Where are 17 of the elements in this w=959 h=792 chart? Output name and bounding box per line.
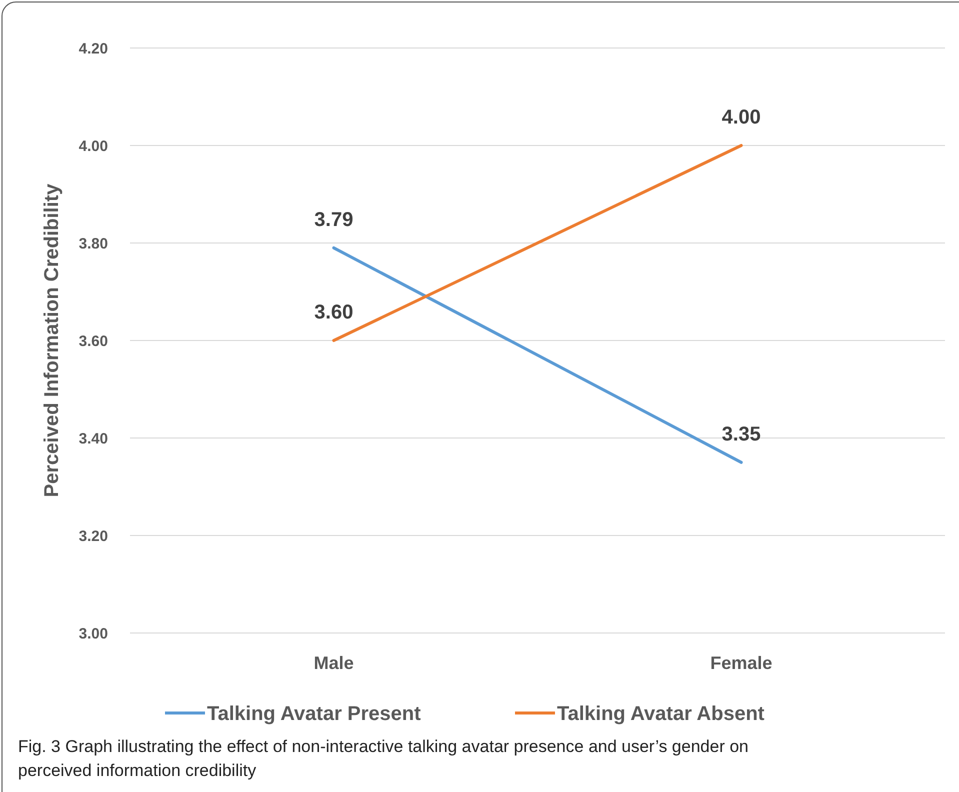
legend-label: Talking Avatar Absent bbox=[557, 703, 765, 725]
y-tick-label: 4.20 bbox=[78, 40, 108, 58]
y-axis-title: Perceived Information Credibility bbox=[41, 182, 63, 498]
legend-label: Talking Avatar Present bbox=[207, 703, 422, 725]
data-label: 3.35 bbox=[722, 423, 761, 446]
y-tick-label: 3.20 bbox=[78, 528, 108, 545]
x-tick-label: Female bbox=[710, 653, 772, 673]
y-tick-label: 3.60 bbox=[78, 332, 108, 350]
y-tick-label: 3.80 bbox=[78, 235, 108, 252]
y-tick-label: 3.40 bbox=[78, 430, 108, 448]
data-label: 3.79 bbox=[314, 208, 354, 231]
data-label: 4.00 bbox=[722, 106, 761, 128]
caption: Fig. 3 Graph illustrating the effect of non-interactive talking avatar presence and user’s gender on perceived information credibility bbox=[18, 737, 748, 780]
x-tick-label: Male bbox=[314, 653, 354, 673]
y-tick-label: 4.00 bbox=[78, 138, 108, 155]
y-tick-label: 3.00 bbox=[78, 625, 108, 642]
data-label: 3.60 bbox=[314, 302, 354, 324]
